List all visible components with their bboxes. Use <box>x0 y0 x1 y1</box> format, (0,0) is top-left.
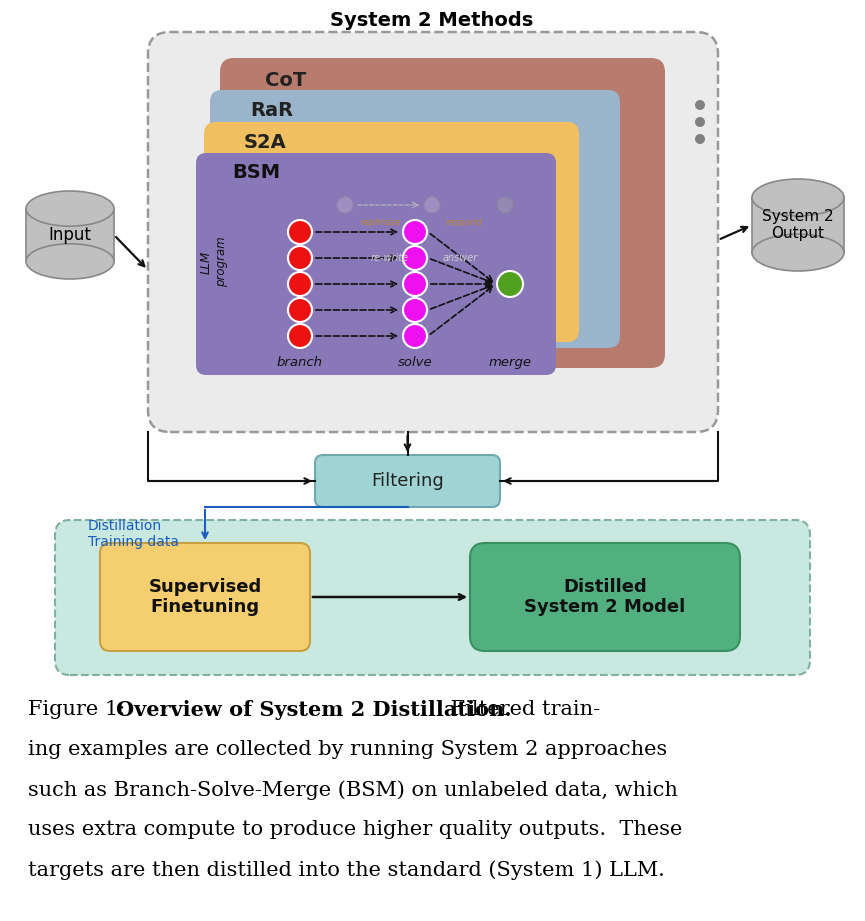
Text: RaR: RaR <box>250 100 293 120</box>
Circle shape <box>288 298 312 322</box>
FancyBboxPatch shape <box>100 543 310 651</box>
Circle shape <box>544 169 566 191</box>
Circle shape <box>337 197 353 213</box>
Text: targets are then distilled into the standard (System 1) LLM.: targets are then distilled into the stan… <box>28 860 665 880</box>
Circle shape <box>403 298 427 322</box>
Circle shape <box>500 198 520 218</box>
Text: System 2 Methods: System 2 Methods <box>330 10 534 29</box>
Circle shape <box>329 199 347 217</box>
Text: Supervised
Finetuning: Supervised Finetuning <box>149 577 261 616</box>
Text: LLM
program: LLM program <box>200 237 228 287</box>
FancyBboxPatch shape <box>196 153 556 375</box>
FancyBboxPatch shape <box>220 58 665 368</box>
Circle shape <box>403 220 427 244</box>
Circle shape <box>424 197 440 213</box>
Text: Filtering: Filtering <box>371 472 444 490</box>
Ellipse shape <box>752 179 844 216</box>
Text: answer: answer <box>442 253 477 263</box>
Text: Overview of System 2 Distillation.: Overview of System 2 Distillation. <box>116 700 511 720</box>
Circle shape <box>695 117 705 127</box>
Circle shape <box>288 220 312 244</box>
Text: S2A: S2A <box>244 133 287 151</box>
FancyBboxPatch shape <box>470 543 740 651</box>
Text: solve: solve <box>398 356 432 368</box>
Ellipse shape <box>26 244 114 279</box>
Circle shape <box>288 246 312 270</box>
Circle shape <box>497 197 513 213</box>
Text: respond: respond <box>445 217 483 227</box>
Text: merge: merge <box>489 356 531 368</box>
Ellipse shape <box>752 234 844 271</box>
Circle shape <box>361 171 379 189</box>
Circle shape <box>288 272 312 296</box>
Text: ing examples are collected by running System 2 approaches: ing examples are collected by running Sy… <box>28 740 667 759</box>
Text: Distilled
System 2 Model: Distilled System 2 Model <box>524 577 686 616</box>
Circle shape <box>451 171 469 189</box>
Circle shape <box>497 271 523 297</box>
Circle shape <box>416 199 434 217</box>
Text: branch: branch <box>277 356 323 368</box>
Bar <box>752 197 844 252</box>
Circle shape <box>695 100 705 110</box>
Text: Figure 1:: Figure 1: <box>28 700 131 719</box>
Circle shape <box>403 324 427 348</box>
Ellipse shape <box>26 191 114 227</box>
Text: Filtered train-: Filtered train- <box>444 700 600 719</box>
Bar <box>26 208 114 262</box>
Text: uses extra compute to produce higher quality outputs.  These: uses extra compute to produce higher qua… <box>28 820 682 839</box>
FancyBboxPatch shape <box>204 122 579 342</box>
FancyBboxPatch shape <box>55 520 810 675</box>
Text: Distillation
Training data: Distillation Training data <box>88 519 179 549</box>
Circle shape <box>403 246 427 270</box>
Text: rephrase: rephrase <box>361 217 401 227</box>
Text: BSM: BSM <box>232 162 280 181</box>
Text: System 2
Output: System 2 Output <box>762 209 834 241</box>
Circle shape <box>695 134 705 144</box>
Text: Input: Input <box>48 226 92 244</box>
Text: re-write: re-write <box>371 253 409 263</box>
FancyBboxPatch shape <box>315 455 500 507</box>
Circle shape <box>288 324 312 348</box>
Circle shape <box>403 272 427 296</box>
FancyBboxPatch shape <box>148 32 718 432</box>
Text: such as Branch-Solve-Merge (BSM) on unlabeled data, which: such as Branch-Solve-Merge (BSM) on unla… <box>28 780 678 799</box>
FancyBboxPatch shape <box>210 90 620 348</box>
Text: CoT: CoT <box>265 71 306 89</box>
